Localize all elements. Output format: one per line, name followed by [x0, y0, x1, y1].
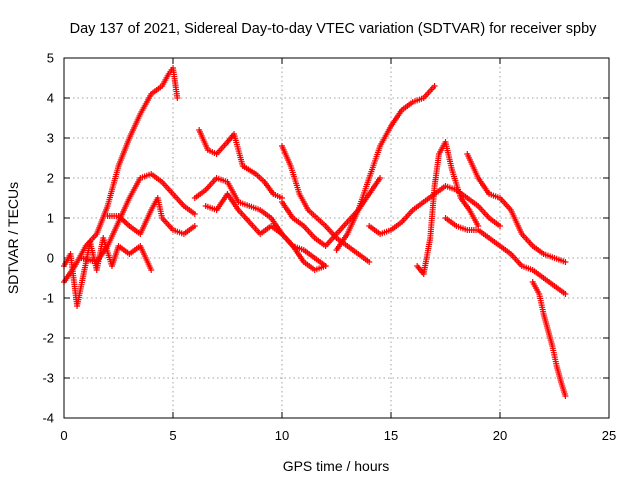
y-tick-label: 0: [47, 251, 54, 266]
y-axis-label: SDTVAR / TECUs: [5, 182, 21, 294]
data-point: [562, 259, 569, 265]
data-point: [366, 259, 373, 265]
data-point: [562, 291, 569, 297]
y-tick-label: -3: [42, 371, 54, 386]
axis-ticks: 0 5 10 15 20 25 -4 -3 -2 -1 0 1 2 3 4 5: [42, 51, 616, 444]
y-tick-label: -1: [42, 291, 54, 306]
chart-title: Day 137 of 2021, Sidereal Day-to-day VTE…: [70, 21, 598, 37]
y-tick-label: 4: [47, 91, 54, 106]
series-track: [442, 215, 569, 297]
y-tick-label: 3: [47, 131, 54, 146]
x-axis-label: GPS time / hours: [283, 458, 390, 474]
data-point: [191, 223, 198, 229]
series-track: [464, 151, 569, 265]
series-track: [191, 175, 329, 269]
data-point: [377, 175, 384, 181]
series-track: [333, 83, 438, 253]
y-tick-label: -2: [42, 331, 54, 346]
x-tick-label: 10: [275, 428, 289, 443]
series-track: [104, 195, 198, 237]
data-series: [61, 65, 569, 399]
x-tick-label: 15: [384, 428, 398, 443]
series-track: [61, 235, 155, 309]
series-track: [529, 279, 569, 399]
data-point: [191, 211, 198, 217]
y-tick-label: 1: [47, 211, 54, 226]
data-point: [497, 223, 503, 229]
series-track: [202, 191, 329, 273]
y-tick-label: 2: [47, 171, 54, 186]
data-point: [431, 83, 438, 89]
x-tick-label: 25: [602, 428, 616, 443]
x-tick-label: 0: [60, 428, 67, 443]
series-track: [366, 183, 503, 237]
series-track: [279, 175, 384, 249]
data-point: [148, 267, 155, 273]
x-tick-label: 5: [169, 428, 176, 443]
series-track: [414, 139, 482, 277]
y-tick-label: -4: [42, 411, 54, 426]
series-track: [61, 65, 181, 285]
plot-frame: [63, 57, 610, 419]
series-track: [196, 127, 285, 201]
data-point: [322, 263, 329, 269]
x-tick-label: 20: [493, 428, 507, 443]
data-point: [562, 393, 569, 399]
data-point: [174, 95, 181, 101]
y-tick-label: 5: [47, 51, 54, 66]
